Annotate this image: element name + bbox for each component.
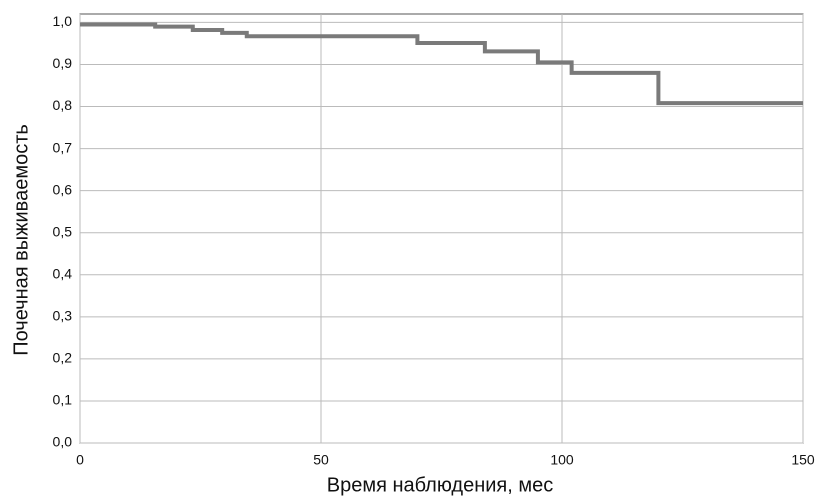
x-axis-label: Время наблюдения, мес: [327, 474, 554, 496]
y-tick-label: 0,8: [53, 97, 73, 113]
x-tick-label: 150: [791, 452, 815, 468]
y-tick-label: 0,6: [53, 181, 73, 197]
y-tick-label: 0,4: [53, 265, 73, 281]
y-tick-label: 0,2: [53, 350, 73, 366]
x-tick-label: 0: [76, 452, 84, 468]
y-tick-label: 1,0: [53, 13, 73, 29]
survival-line: [80, 22, 803, 106]
y-tick-label: 0,0: [53, 434, 73, 450]
y-axis-label: Почечная выживаемость: [10, 124, 32, 356]
x-tick-label: 50: [313, 452, 329, 468]
y-tick-label: 0,1: [53, 392, 73, 408]
y-tick-label: 0,7: [53, 139, 73, 155]
y-tick-label: 0,9: [53, 55, 73, 71]
x-tick-label: 100: [550, 452, 574, 468]
y-tick-label: 0,3: [53, 308, 73, 324]
plot-frame: [79, 13, 804, 444]
y-tick-label: 0,5: [53, 223, 73, 239]
